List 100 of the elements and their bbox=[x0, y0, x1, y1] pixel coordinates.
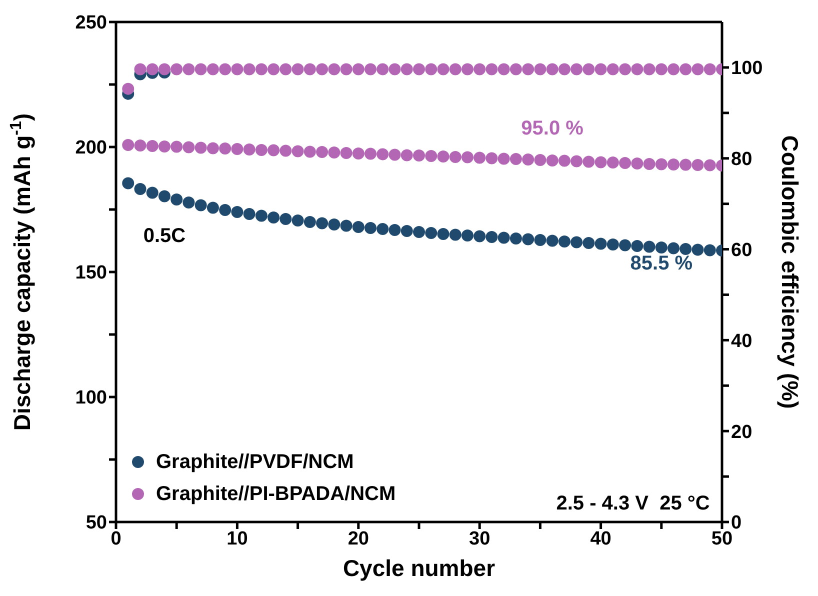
legend-label: Graphite//PVDF/NCM bbox=[156, 450, 354, 474]
point bbox=[692, 63, 704, 76]
point bbox=[280, 144, 292, 157]
point bbox=[146, 63, 158, 76]
point bbox=[268, 212, 280, 224]
point bbox=[206, 142, 219, 154]
x-tick-label: 0 bbox=[110, 528, 122, 550]
point bbox=[631, 240, 644, 252]
point bbox=[437, 228, 450, 240]
point bbox=[643, 240, 656, 253]
point bbox=[582, 156, 595, 168]
point bbox=[255, 144, 268, 156]
point bbox=[328, 63, 340, 76]
point bbox=[388, 63, 401, 76]
point bbox=[400, 149, 413, 162]
point bbox=[376, 223, 389, 235]
point bbox=[510, 63, 522, 76]
annotation: 95.0 % bbox=[521, 118, 584, 140]
x-tick-label: 40 bbox=[590, 528, 612, 550]
point bbox=[280, 63, 292, 76]
point bbox=[268, 144, 280, 156]
point bbox=[643, 158, 656, 170]
point bbox=[304, 63, 316, 76]
point bbox=[522, 233, 534, 246]
point bbox=[631, 63, 644, 76]
point bbox=[510, 153, 522, 165]
point bbox=[425, 227, 438, 239]
point bbox=[668, 158, 680, 170]
point bbox=[425, 150, 438, 162]
y2-tick-label: 60 bbox=[731, 240, 752, 262]
point bbox=[655, 242, 668, 254]
point bbox=[243, 144, 256, 156]
point bbox=[158, 63, 170, 76]
point bbox=[388, 224, 401, 236]
point bbox=[194, 142, 207, 154]
y2-tick-label: 80 bbox=[731, 149, 752, 170]
point bbox=[619, 63, 632, 76]
point bbox=[680, 63, 692, 76]
point bbox=[231, 206, 244, 218]
point bbox=[243, 63, 256, 76]
x-tick-label: 30 bbox=[469, 528, 490, 550]
point bbox=[304, 216, 316, 228]
point bbox=[292, 145, 304, 158]
point bbox=[292, 214, 304, 226]
point bbox=[328, 218, 340, 230]
point bbox=[231, 143, 244, 155]
point bbox=[182, 63, 195, 76]
y-tick-label: 100 bbox=[75, 388, 107, 409]
point bbox=[158, 190, 170, 202]
point bbox=[219, 63, 232, 76]
point bbox=[255, 63, 268, 76]
point bbox=[437, 150, 450, 162]
point bbox=[461, 151, 474, 164]
point bbox=[474, 230, 486, 242]
point bbox=[170, 63, 183, 76]
point bbox=[680, 243, 692, 255]
point bbox=[280, 213, 292, 225]
point bbox=[413, 150, 425, 162]
point bbox=[219, 142, 232, 154]
point bbox=[619, 157, 632, 169]
point bbox=[134, 140, 146, 152]
point bbox=[655, 63, 668, 76]
annotation: 2.5 - 4.3 V 25 °C bbox=[556, 492, 710, 514]
point bbox=[352, 63, 364, 76]
point bbox=[668, 242, 680, 254]
point bbox=[510, 232, 522, 244]
point bbox=[122, 177, 134, 190]
point bbox=[134, 183, 146, 195]
point bbox=[486, 63, 498, 76]
y2-tick-label: 0 bbox=[731, 512, 742, 534]
x-tick-label: 20 bbox=[348, 528, 369, 550]
point bbox=[292, 63, 304, 76]
y-tick-label: 150 bbox=[75, 262, 107, 284]
point bbox=[582, 237, 595, 249]
y2-tick-label: 20 bbox=[731, 422, 752, 443]
point bbox=[461, 230, 474, 242]
point bbox=[546, 63, 558, 76]
point bbox=[498, 152, 510, 165]
point bbox=[498, 63, 510, 76]
point bbox=[304, 146, 316, 158]
point bbox=[182, 196, 195, 208]
point bbox=[316, 63, 328, 76]
point bbox=[328, 146, 340, 158]
point bbox=[449, 228, 462, 241]
point bbox=[655, 158, 668, 170]
point bbox=[594, 63, 607, 76]
point bbox=[413, 63, 425, 76]
point bbox=[437, 63, 450, 76]
point bbox=[522, 63, 534, 76]
point bbox=[474, 63, 486, 76]
point bbox=[486, 231, 498, 243]
point bbox=[134, 63, 146, 76]
point bbox=[376, 148, 389, 160]
point bbox=[340, 147, 352, 159]
x-axis-title: Cycle number bbox=[342, 555, 496, 581]
point bbox=[170, 194, 183, 206]
annotation: 85.5 % bbox=[630, 252, 693, 274]
point bbox=[364, 63, 377, 76]
point bbox=[461, 63, 474, 76]
point bbox=[449, 151, 462, 163]
